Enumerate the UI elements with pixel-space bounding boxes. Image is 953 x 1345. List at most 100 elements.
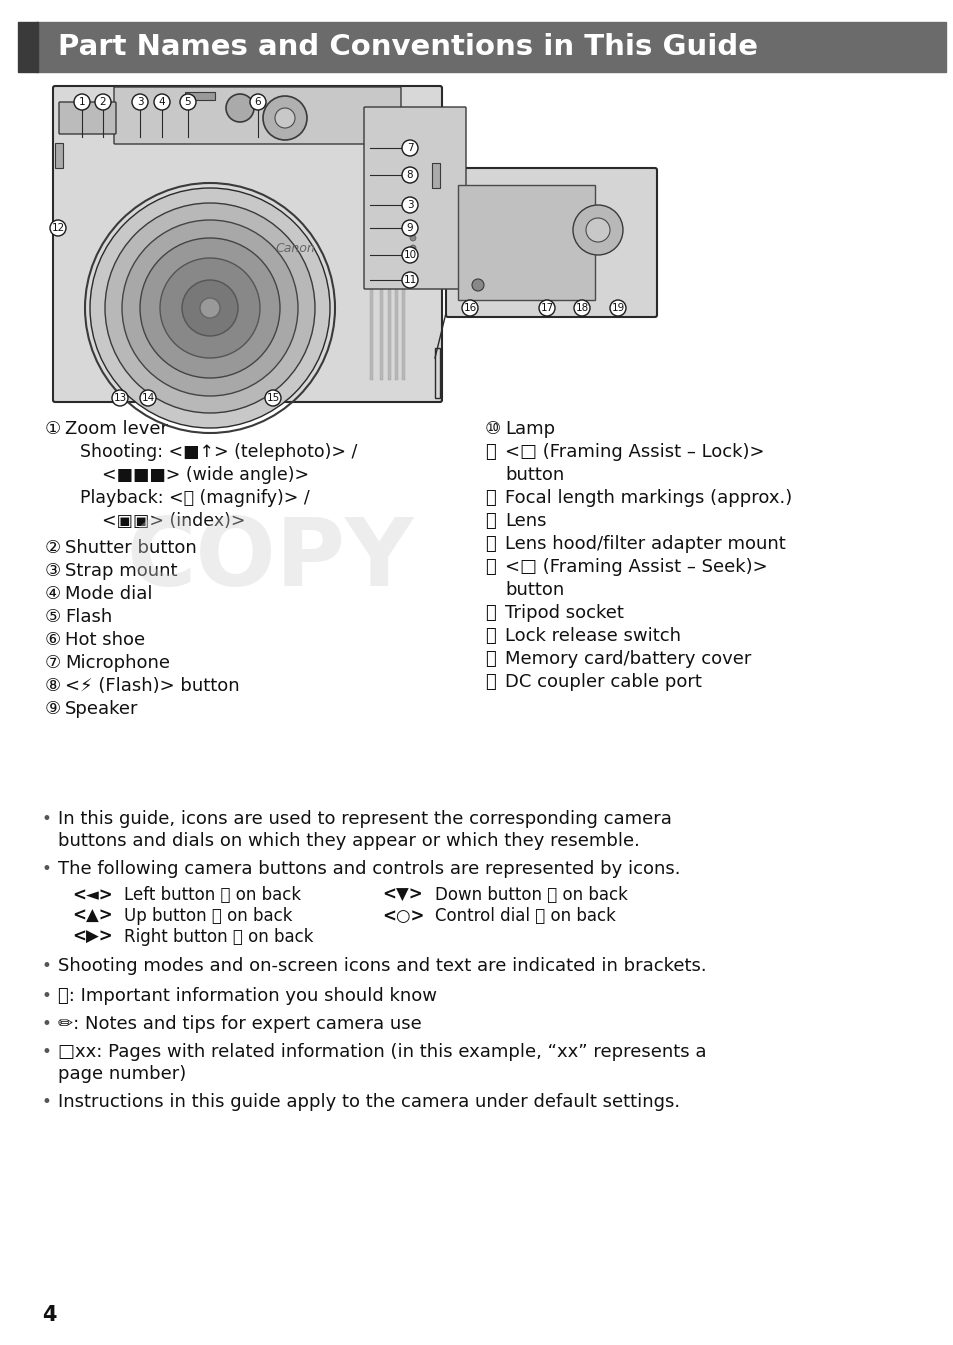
Text: DC coupler cable port: DC coupler cable port (504, 672, 701, 691)
Circle shape (274, 108, 294, 128)
Text: •: • (42, 1042, 51, 1061)
Text: ②: ② (45, 539, 61, 557)
Text: <▶>: <▶> (71, 928, 112, 946)
Circle shape (226, 94, 253, 122)
Circle shape (573, 204, 622, 256)
Bar (432, 163, 439, 188)
Text: Memory card/battery cover: Memory card/battery cover (504, 650, 751, 668)
Text: COPY: COPY (126, 514, 414, 607)
Text: 7: 7 (406, 143, 413, 153)
Circle shape (574, 300, 589, 316)
Circle shape (140, 238, 280, 378)
Text: ⑰: ⑰ (484, 627, 496, 646)
Text: ⑫: ⑫ (484, 490, 496, 507)
Text: ⑱: ⑱ (484, 650, 496, 668)
Bar (370, 128, 373, 381)
Circle shape (401, 272, 417, 288)
Text: 10: 10 (403, 250, 416, 260)
Text: ⑲: ⑲ (484, 672, 496, 691)
Text: 1: 1 (78, 97, 85, 108)
Text: Shooting: <■↑> (telephoto)> /: Shooting: <■↑> (telephoto)> / (80, 443, 357, 461)
Text: 13: 13 (113, 393, 127, 403)
Text: ⑮: ⑮ (484, 558, 496, 576)
Bar (185, 91, 214, 100)
Text: ⑦: ⑦ (45, 654, 61, 672)
Text: <■■■> (wide angle)>: <■■■> (wide angle)> (80, 465, 309, 484)
Bar (55, 143, 63, 168)
Text: 9: 9 (406, 223, 413, 233)
Text: <▼>: <▼> (381, 886, 422, 904)
Text: Lamp: Lamp (504, 420, 555, 438)
Circle shape (265, 390, 281, 406)
Circle shape (105, 203, 314, 413)
FancyBboxPatch shape (59, 102, 116, 134)
Text: 4: 4 (42, 1305, 56, 1325)
Text: •: • (42, 859, 51, 878)
Circle shape (250, 94, 266, 110)
Bar (18, 22, 38, 73)
Text: Instructions in this guide apply to the camera under default settings.: Instructions in this guide apply to the … (58, 1093, 679, 1111)
Circle shape (74, 94, 90, 110)
Text: Left button ⑮ on back: Left button ⑮ on back (124, 886, 301, 904)
Text: button: button (504, 581, 563, 599)
FancyBboxPatch shape (446, 168, 657, 317)
Text: Hot shoe: Hot shoe (65, 631, 145, 650)
Text: ✏: Notes and tips for expert camera use: ✏: Notes and tips for expert camera use (58, 1015, 421, 1033)
Text: Lock release switch: Lock release switch (504, 627, 680, 646)
Text: <○>: <○> (381, 907, 424, 925)
Text: Right button ⑰ on back: Right button ⑰ on back (124, 928, 314, 946)
Text: 12: 12 (51, 223, 65, 233)
Text: 3: 3 (406, 200, 413, 210)
Text: Speaker: Speaker (65, 699, 138, 718)
Bar (379, 128, 382, 381)
Text: Tripod socket: Tripod socket (504, 604, 623, 621)
Circle shape (401, 140, 417, 156)
Text: ⑪: ⑪ (484, 443, 496, 461)
Circle shape (585, 218, 609, 242)
Bar (457, 186, 595, 300)
Text: <◄>: <◄> (71, 886, 112, 904)
FancyBboxPatch shape (53, 86, 441, 402)
FancyBboxPatch shape (364, 108, 465, 289)
Circle shape (401, 167, 417, 183)
Circle shape (200, 299, 220, 317)
Text: Shutter button: Shutter button (65, 539, 196, 557)
Text: •: • (42, 1015, 51, 1033)
Text: •: • (42, 810, 51, 829)
Text: Up button ⑯ on back: Up button ⑯ on back (124, 907, 293, 925)
Text: •: • (42, 987, 51, 1005)
Text: •: • (42, 1093, 51, 1111)
Text: Down button ⑲ on back: Down button ⑲ on back (435, 886, 627, 904)
Text: Focal length markings (approx.): Focal length markings (approx.) (504, 490, 791, 507)
Circle shape (182, 280, 237, 336)
Text: 11: 11 (403, 274, 416, 285)
Circle shape (180, 94, 195, 110)
Bar (388, 128, 391, 381)
Text: Microphone: Microphone (65, 654, 170, 672)
Text: buttons and dials on which they appear or which they resemble.: buttons and dials on which they appear o… (58, 833, 639, 850)
Circle shape (90, 188, 330, 428)
Text: <□ (Framing Assist – Seek)>: <□ (Framing Assist – Seek)> (504, 558, 767, 576)
Text: 5: 5 (185, 97, 192, 108)
Circle shape (122, 221, 297, 395)
Text: Part Names and Conventions in This Guide: Part Names and Conventions in This Guide (58, 34, 758, 61)
Bar (401, 128, 405, 381)
Circle shape (538, 300, 555, 316)
Text: ③: ③ (45, 562, 61, 580)
Circle shape (461, 300, 477, 316)
Text: ④: ④ (45, 585, 61, 603)
Text: page number): page number) (58, 1065, 186, 1083)
Text: 3: 3 (136, 97, 143, 108)
Circle shape (140, 390, 156, 406)
Bar (395, 128, 397, 381)
Circle shape (263, 95, 307, 140)
Text: 15: 15 (266, 393, 279, 403)
Bar (36, 22, 945, 73)
Circle shape (401, 247, 417, 264)
Text: 14: 14 (141, 393, 154, 403)
Text: <▣▣> (index)>: <▣▣> (index)> (80, 512, 245, 530)
Text: 18: 18 (575, 303, 588, 313)
Text: 17: 17 (539, 303, 553, 313)
Text: ⑬: ⑬ (484, 512, 496, 530)
Text: Zoom lever: Zoom lever (65, 420, 168, 438)
